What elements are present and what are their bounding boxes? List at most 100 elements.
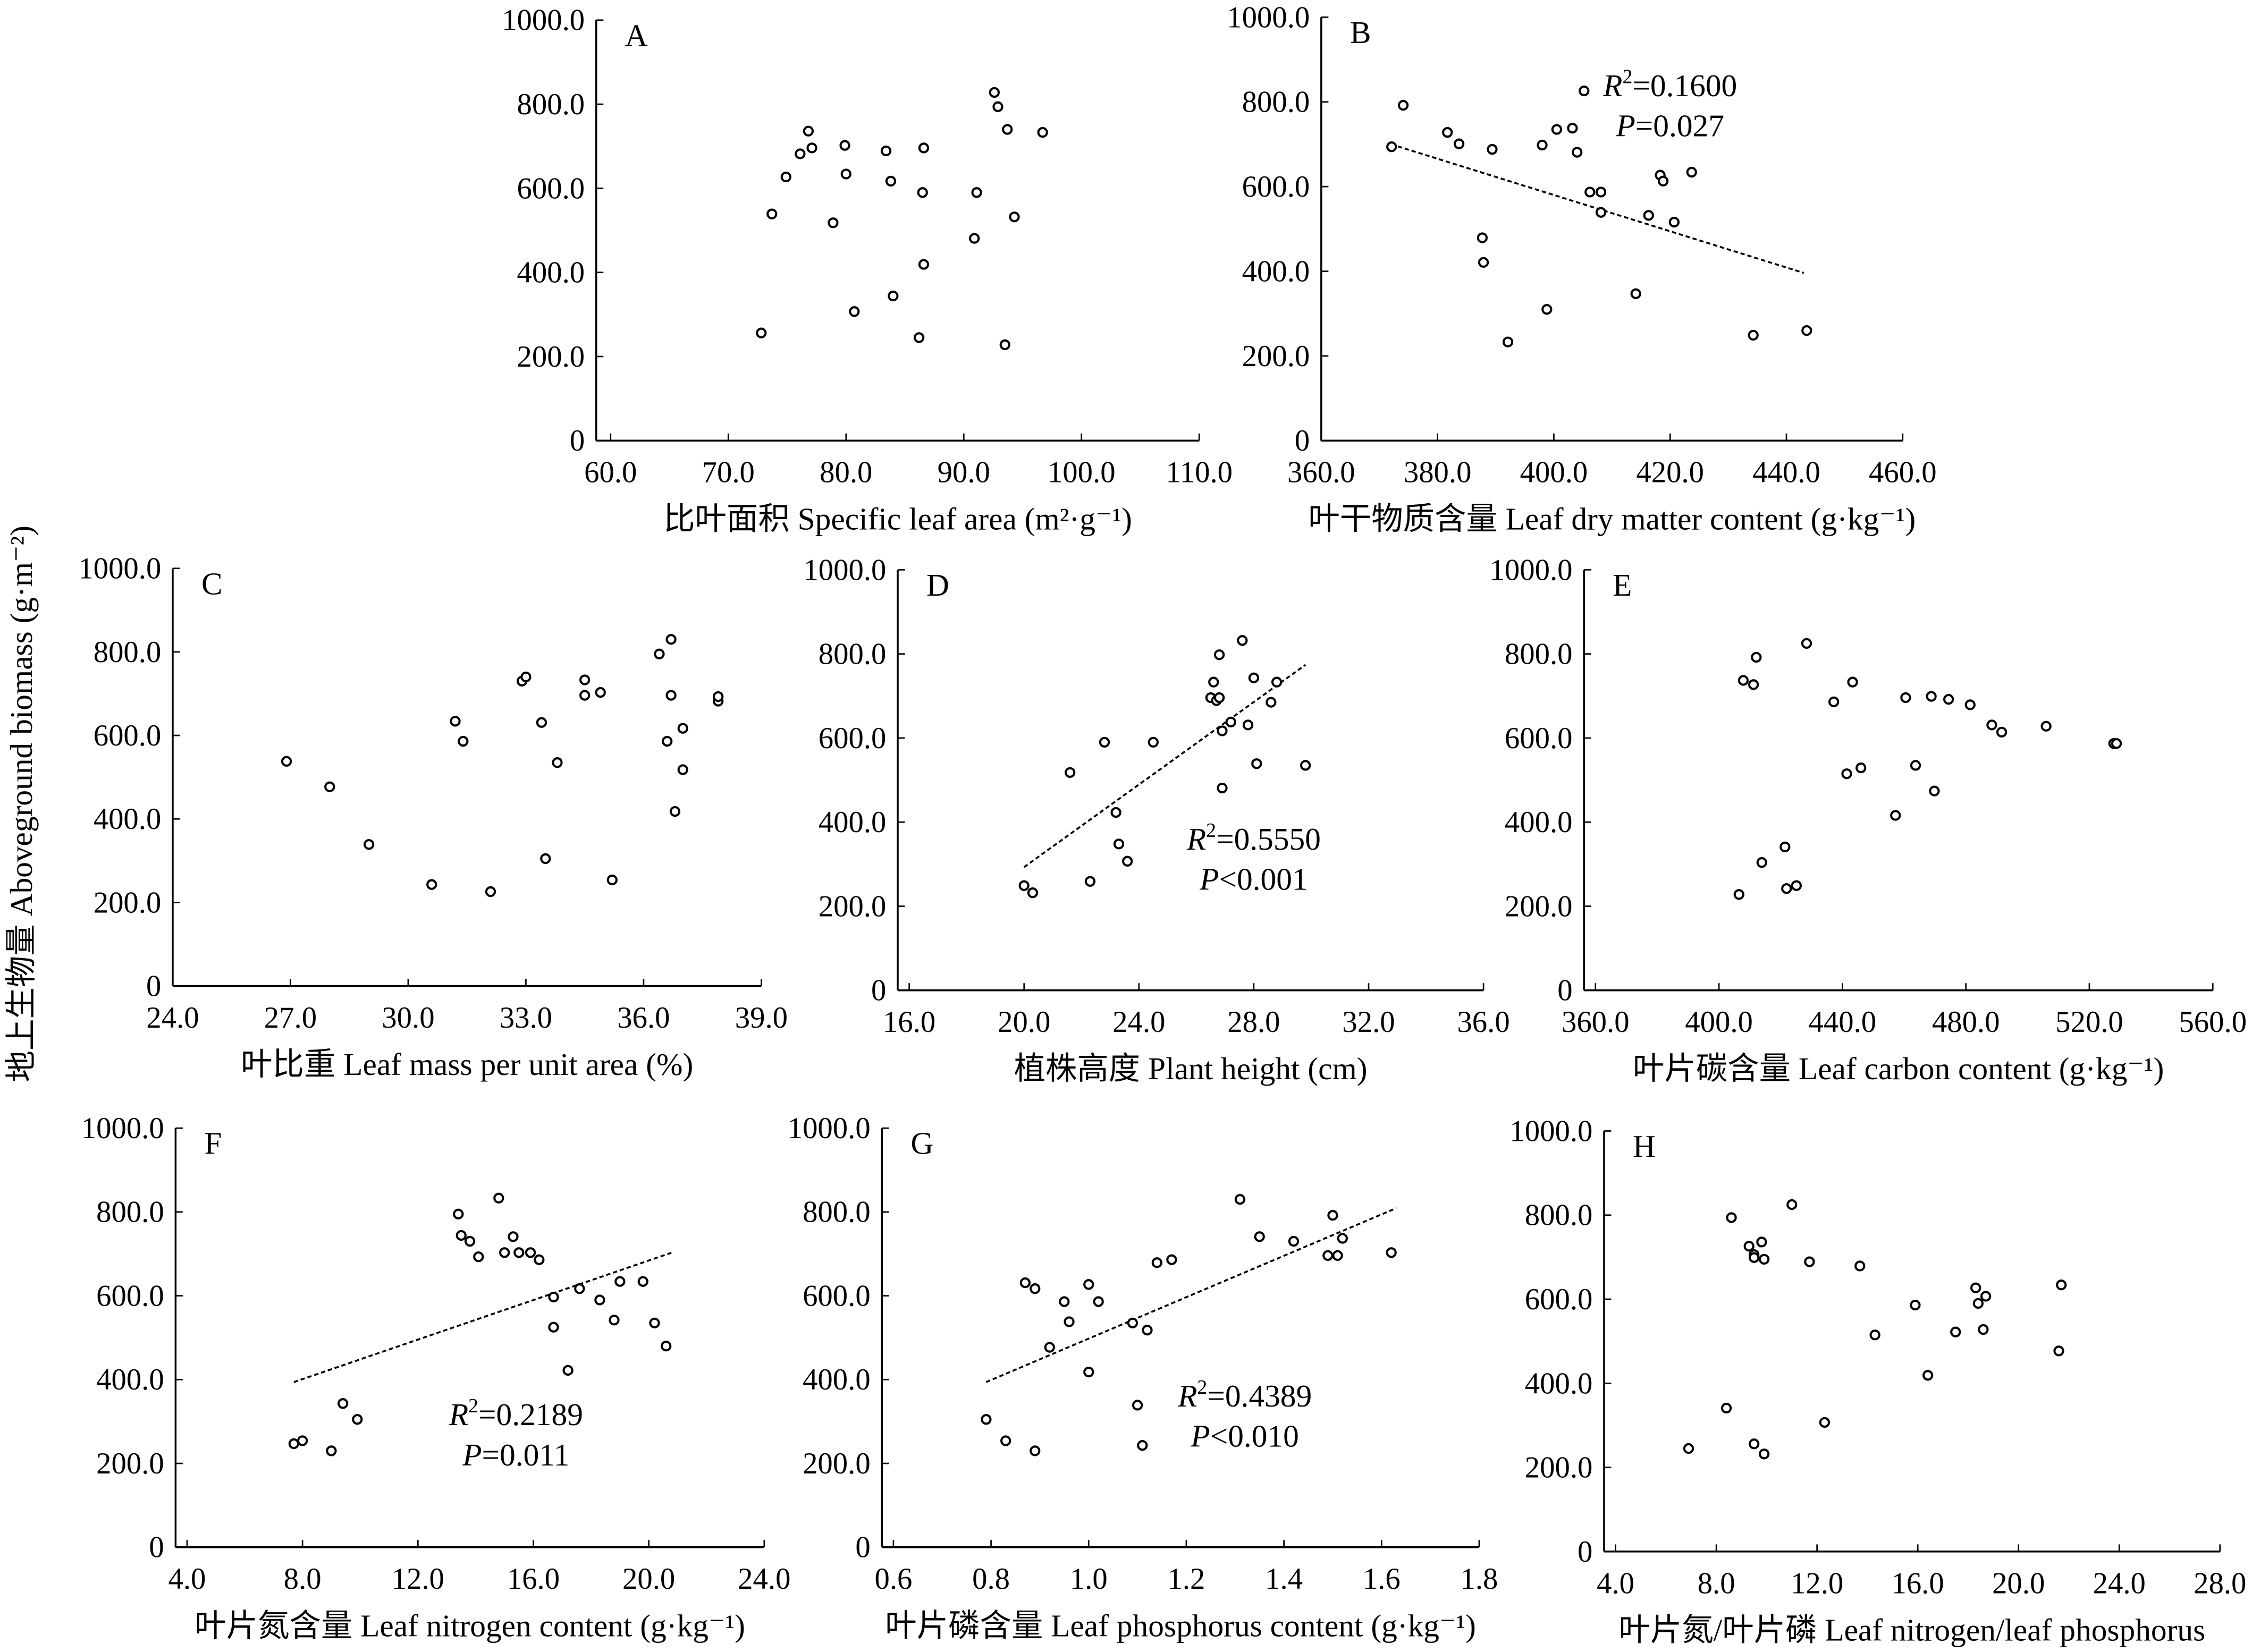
data-point	[1225, 716, 1236, 727]
data-point	[1748, 329, 1759, 341]
data-point	[499, 1247, 510, 1258]
data-point	[609, 1315, 620, 1326]
data-point	[326, 1445, 337, 1456]
data-point	[1890, 810, 1901, 821]
data-point	[1030, 1445, 1041, 1456]
data-point	[669, 806, 681, 817]
p-value-annotation: P<0.001	[1199, 862, 1308, 897]
x-tick-label: 560.0	[2179, 1005, 2247, 1039]
data-point	[888, 290, 899, 302]
panel-a: 0 200.0 400.0 600.0 800.0 1000.0 60.0 70.0 80.0 9…	[502, 4, 1233, 537]
data-point	[614, 1276, 626, 1287]
data-point	[297, 1435, 308, 1446]
x-tick-label: 20.0	[998, 1005, 1050, 1039]
data-point	[1686, 166, 1697, 178]
y-tick-label: 400.0	[1242, 255, 1310, 288]
data-point	[1749, 1252, 1760, 1263]
data-point	[1759, 1253, 1770, 1265]
data-point	[1113, 838, 1125, 850]
data-point	[1779, 841, 1791, 853]
x-tick-label: 100.0	[1048, 456, 1116, 489]
data-point	[1756, 857, 1767, 868]
data-point	[288, 1438, 299, 1450]
data-point	[1855, 762, 1867, 774]
x-tick-label: 1.2	[1167, 1562, 1205, 1596]
y-tick-label: 600.0	[1505, 722, 1573, 755]
x-axis-label: 植株高度 Plant height (cm)	[1014, 1051, 1368, 1086]
data-point	[1122, 855, 1133, 867]
data-point	[1000, 1435, 1011, 1446]
x-tick-label: 33.0	[500, 1001, 552, 1035]
y-tick-label: 600.0	[803, 1279, 871, 1312]
shared-y-axis-label: 地上生物量 Aboveground biomass (g·m⁻²)	[4, 526, 39, 1082]
data-point	[426, 879, 437, 890]
x-axis-label: 比叶面积 Specific leaf area (m²·g⁻¹)	[663, 502, 1132, 537]
y-tick-label: 400.0	[1505, 806, 1573, 839]
y-tick-label: 600.0	[94, 719, 162, 752]
data-point	[281, 756, 292, 767]
y-tick-label: 400.0	[1525, 1367, 1593, 1400]
y-tick-label: 400.0	[819, 806, 887, 839]
data-point	[1327, 1210, 1338, 1221]
data-point	[1099, 736, 1110, 748]
p-value-annotation: P=0.027	[1615, 108, 1724, 143]
data-point	[1751, 651, 1762, 663]
data-point	[1584, 187, 1596, 198]
panel-letter: C	[201, 566, 223, 601]
y-tick-label: 800.0	[517, 88, 585, 121]
data-point	[1748, 679, 1759, 690]
data-point	[839, 140, 850, 151]
panel-f: 0 200.0 400.0 600.0 800.0 1000.0 4.0 8.0 12.0 16.…	[81, 1112, 791, 1643]
r-squared-annotation: R2=0.4389	[1177, 1376, 1312, 1413]
x-tick-label: 8.0	[1698, 1566, 1735, 1600]
data-point	[324, 781, 335, 792]
data-point	[1217, 725, 1228, 736]
y-tick-label: 0	[146, 970, 161, 1003]
panel-e: 0 200.0 400.0 600.0 800.0 1000.0 360.0 400.0 440…	[1490, 553, 2247, 1086]
data-point	[1110, 807, 1121, 818]
data-point	[1019, 1277, 1031, 1289]
y-tick-label: 200.0	[1505, 889, 1573, 923]
data-point	[637, 1276, 648, 1287]
trend-line	[985, 1207, 1397, 1383]
data-point	[1786, 1199, 1798, 1210]
data-point	[713, 691, 724, 702]
data-point	[1132, 1400, 1143, 1411]
y-tick-label: 400.0	[803, 1363, 871, 1396]
data-point	[2040, 721, 2052, 732]
y-tick-label: 600.0	[96, 1279, 164, 1312]
data-point	[1442, 127, 1453, 138]
data-point	[1148, 736, 1159, 748]
x-tick-label: 480.0	[1932, 1005, 2000, 1039]
data-point	[1217, 782, 1228, 794]
data-point	[1749, 1438, 1760, 1450]
panel-letter: A	[625, 18, 648, 53]
y-tick-label: 1000.0	[502, 4, 585, 37]
x-tick-label: 110.0	[1166, 456, 1233, 489]
data-point	[1743, 1241, 1755, 1252]
data-point	[1453, 138, 1465, 149]
data-point	[534, 1254, 545, 1265]
x-tick-label: 360.0	[1287, 456, 1355, 489]
y-tick-label: 800.0	[1525, 1199, 1593, 1232]
x-tick-label: 1.8	[1461, 1562, 1498, 1596]
data-point	[795, 148, 806, 159]
data-point	[1970, 1282, 1981, 1293]
data-point	[756, 327, 767, 338]
data-point	[665, 690, 677, 701]
data-point	[803, 125, 814, 137]
data-point	[1910, 760, 1921, 771]
data-point	[485, 886, 496, 897]
data-point	[453, 1208, 464, 1219]
data-point	[1002, 124, 1013, 135]
data-point	[981, 1414, 992, 1425]
x-tick-label: 0.6	[874, 1562, 912, 1596]
y-tick-label: 200.0	[517, 340, 585, 374]
y-tick-label: 200.0	[1525, 1451, 1593, 1485]
y-tick-label: 600.0	[1525, 1283, 1593, 1316]
x-tick-label: 32.0	[1342, 1005, 1395, 1039]
panel-letter: D	[926, 567, 949, 603]
data-point	[493, 1192, 504, 1204]
panel-c: 0 200.0 400.0 600.0 800.0 1000.0 24.0 27.0 30.0 3…	[78, 552, 788, 1082]
data-point	[780, 171, 791, 183]
